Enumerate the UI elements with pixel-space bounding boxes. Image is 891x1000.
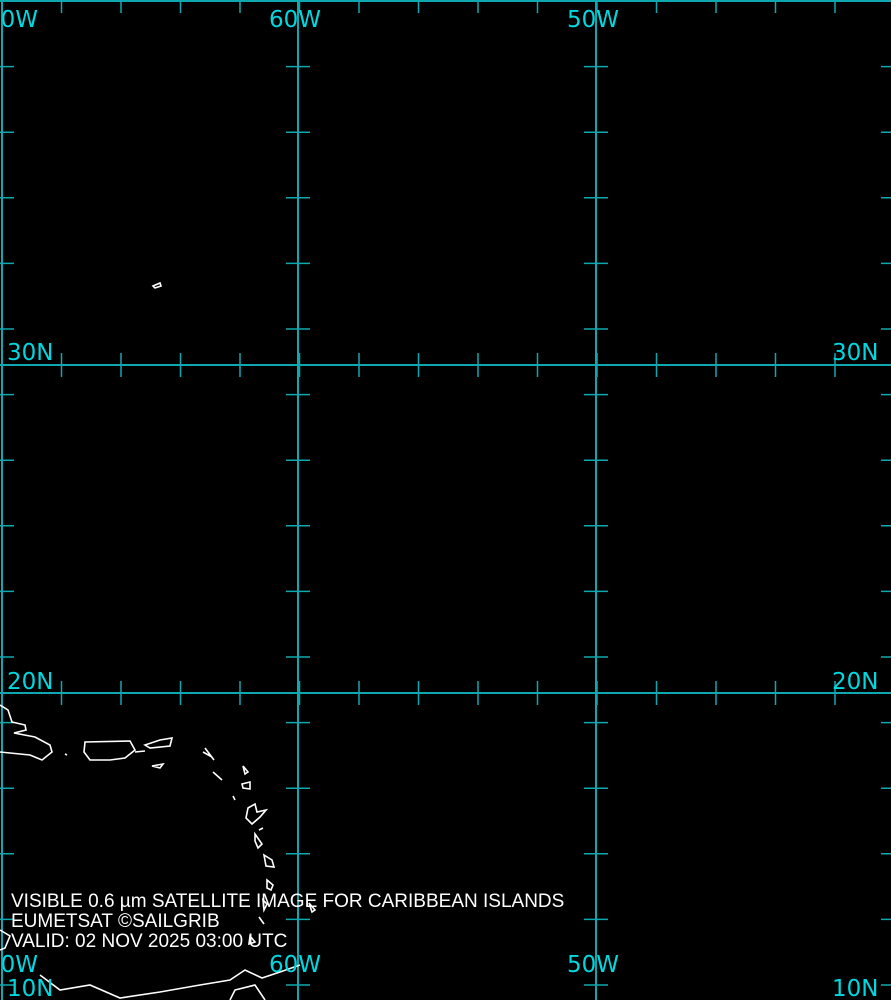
coast-hispaniola	[0, 704, 53, 761]
lat-label-left-10n: 10N	[7, 976, 54, 1000]
coast-island-small	[64, 281, 163, 756]
lon-label-top-60w: 60W	[269, 7, 322, 33]
coast-puerto-rico	[83, 740, 137, 761]
lon-label-bottom-60w: 60W	[269, 952, 322, 978]
caption-title: VISIBLE 0.6 µm SATELLITE IMAGE FOR CARIB…	[11, 891, 565, 912]
lat-label-right-10n: 10N	[832, 976, 879, 1000]
coast-lesser-antilles	[202, 747, 317, 946]
coast-virgin-islands	[134, 737, 174, 769]
lon-label-bottom-70w: 70W	[0, 952, 39, 978]
coast-south-america	[39, 964, 301, 1000]
lon-label-bottom-50w: 50W	[567, 952, 620, 978]
caption-valid-time: VALID: 02 NOV 2025 03:00 UTC	[11, 931, 288, 952]
lon-label-top-50w: 50W	[567, 7, 620, 33]
lat-label-right-20n: 20N	[832, 669, 879, 695]
caption-credit: EUMETSAT ©SAILGRIB	[11, 911, 220, 932]
lat-label-right-30n: 30N	[832, 340, 879, 366]
lat-label-left-30n: 30N	[7, 340, 54, 366]
lat-label-left-20n: 20N	[7, 669, 54, 695]
lon-label-top-70w: 70W	[0, 7, 39, 33]
coast-west-small	[0, 929, 12, 951]
